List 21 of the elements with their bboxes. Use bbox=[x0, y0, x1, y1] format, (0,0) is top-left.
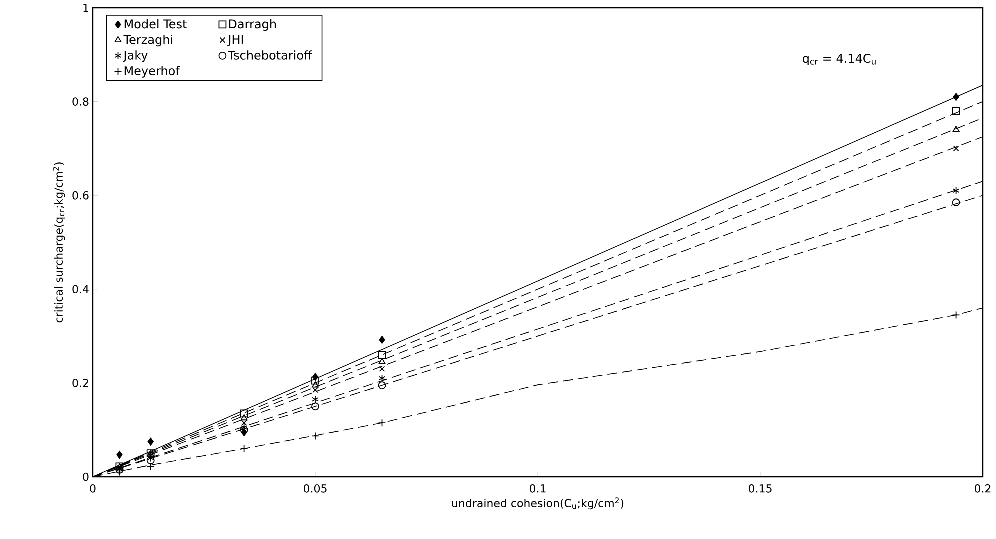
y-tick-label: 0.4 bbox=[72, 285, 89, 294]
y-tick-label: 0.2 bbox=[72, 379, 88, 388]
legend-label: Meyerhof bbox=[124, 66, 180, 78]
legend-label: JHI bbox=[228, 35, 244, 46]
y-tick-label: 0 bbox=[83, 472, 89, 482]
y-tick-label: 0.6 bbox=[72, 191, 89, 200]
x-tick-label: 0 bbox=[90, 484, 96, 493]
legend-label: Tschebotarioff bbox=[228, 50, 313, 60]
x-tick-label: 0.1 bbox=[530, 484, 546, 493]
y-tick-label: 1 bbox=[84, 4, 88, 12]
x-tick-label: 0.05 bbox=[304, 484, 327, 493]
y-tick-label: 0.8 bbox=[72, 98, 89, 106]
legend-label: Terzaghi bbox=[124, 35, 172, 47]
x-tick-label: 0.2 bbox=[974, 484, 991, 493]
y-axis-title: critical surcharge(q$_{cr}$;kg/cm$^{2}$) bbox=[53, 162, 66, 323]
x-axis-title: undrained cohesion(C$_{u}$;kg/cm$^{2}$) bbox=[452, 498, 624, 510]
legend-label: Jaky bbox=[123, 50, 148, 62]
annotation: q$_{cr}$ = 4.14C$_{u}$ bbox=[803, 54, 876, 66]
legend-label: Darragh bbox=[229, 19, 276, 32]
legend-label: Model Test bbox=[124, 19, 187, 29]
x-tick-label: 0.15 bbox=[748, 484, 772, 493]
